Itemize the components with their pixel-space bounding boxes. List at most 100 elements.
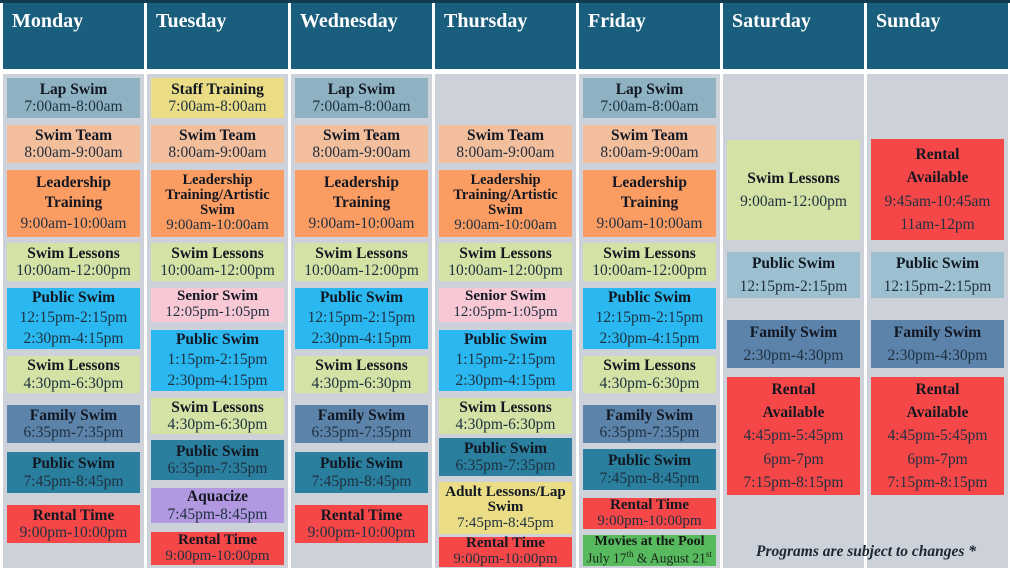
block-time: 2:30pm-4:15pm — [167, 371, 268, 389]
block-time: 9:00pm-10:00pm — [307, 524, 416, 541]
block-monday-lap-swim: Lap Swim 7:00am-8:00am — [7, 78, 140, 118]
day-column-thursday: Swim Team 8:00am-9:00am Leadership Train… — [435, 74, 576, 568]
day-column-tuesday: Staff Training 7:00am-8:00am Swim Team 8… — [147, 74, 288, 568]
block-time: 12:05pm-1:05pm — [453, 304, 558, 320]
block-time: 12:15pm-2:15pm — [883, 278, 992, 295]
day-header-tuesday: Tuesday — [147, 3, 288, 69]
block-title: Swim Team — [34, 126, 113, 144]
block-time: 9:00am-10:00am — [596, 214, 703, 232]
block-dates: July 17th & August 21st — [587, 549, 712, 566]
block-title: Swim Lessons — [603, 244, 696, 262]
block-time: 6pm-7pm — [907, 450, 968, 468]
block-title: Leadership Training/Artistic Swim — [165, 172, 270, 219]
block-title: Swim Team — [322, 126, 401, 144]
block-title: Rental — [771, 380, 816, 398]
block-title: Family Swim — [317, 406, 406, 424]
block-title: Family Swim — [605, 406, 694, 424]
block-title: Lap Swim — [39, 80, 108, 98]
block-time: 2:30pm-4:15pm — [311, 329, 412, 347]
block-wednesday-swim-lessons-pm: Swim Lessons 4:30pm-6:30pm — [295, 356, 428, 393]
block-title: Movies at the Pool — [594, 534, 705, 550]
block-wednesday-public-swim-midday: Public Swim 12:15pm-2:15pm 2:30pm-4:15pm — [295, 288, 428, 349]
block-title: Public Swim — [607, 452, 692, 470]
block-title: Swim Lessons — [27, 357, 120, 375]
block-time: 1:15pm-2:15pm — [167, 351, 268, 369]
block-time: 9:00pm-10:00pm — [165, 547, 270, 564]
block-title: Senior Swim — [465, 288, 546, 305]
block-friday-public-swim-midday: Public Swim 12:15pm-2:15pm 2:30pm-4:15pm — [583, 288, 716, 349]
block-friday-swim-lessons-pm: Swim Lessons 4:30pm-6:30pm — [583, 356, 716, 393]
block-time: 9:00am-12:00pm — [740, 193, 847, 210]
block-monday-swim-team: Swim Team 8:00am-9:00am — [7, 125, 140, 163]
block-title: Available — [906, 404, 969, 422]
block-tuesday-swim-lessons-am: Swim Lessons 10:00am-12:00pm — [151, 243, 284, 281]
block-title: Rental Time — [32, 506, 115, 524]
block-time: 7:00am-8:00am — [600, 98, 699, 115]
block-monday-public-swim-evening: Public Swim 7:45pm-8:45pm — [7, 452, 140, 493]
block-time: 9:00am-10:00am — [308, 214, 415, 232]
block-title: Staff Training — [171, 80, 264, 98]
block-thursday-swim-team: Swim Team 8:00am-9:00am — [439, 125, 572, 163]
block-title: Senior Swim — [177, 288, 258, 305]
block-time: 2:30pm-4:15pm — [23, 329, 124, 347]
block-time: 11am-12pm — [900, 215, 975, 233]
day-header-friday: Friday — [579, 3, 720, 69]
day-header-saturday: Saturday — [723, 3, 864, 69]
block-title: Family Swim — [29, 406, 118, 424]
top-border — [0, 0, 1010, 3]
block-title: Public Swim — [175, 330, 260, 348]
block-time: 9:00am-10:00am — [454, 217, 557, 234]
block-saturday-swim-lessons: Swim Lessons 9:00am-12:00pm — [727, 140, 860, 240]
block-tuesday-aquacize: Aquacize 7:45pm-8:45pm — [151, 488, 284, 523]
block-time: 6:35pm-7:35pm — [311, 424, 412, 441]
schedule-body: Lap Swim 7:00am-8:00am Swim Team 8:00am-… — [0, 69, 1010, 568]
block-title: Public Swim — [31, 455, 116, 473]
block-monday-leadership-training: Leadership Training 9:00am-10:00am — [7, 170, 140, 237]
block-title: Swim Lessons — [747, 169, 840, 187]
block-friday-lap-swim: Lap Swim 7:00am-8:00am — [583, 78, 716, 118]
block-tuesday-public-swim-evening: Public Swim 6:35pm-7:35pm — [151, 440, 284, 480]
block-time: 7:45pm-8:45pm — [167, 505, 268, 523]
block-thursday-adult-lessons-lap-swim: Adult Lessons/Lap Swim 7:45pm-8:45pm — [439, 482, 572, 534]
block-tuesday-swim-lessons-pm: Swim Lessons 4:30pm-6:30pm — [151, 398, 284, 434]
block-time: 7:45pm-8:45pm — [457, 514, 554, 531]
block-time: 8:00am-9:00am — [312, 144, 411, 161]
block-title: Public Swim — [895, 254, 980, 272]
block-title: Public Swim — [31, 288, 116, 306]
block-tuesday-swim-team: Swim Team 8:00am-9:00am — [151, 125, 284, 163]
block-title: Rental Time — [609, 496, 690, 513]
block-wednesday-lap-swim: Lap Swim 7:00am-8:00am — [295, 78, 428, 118]
block-tuesday-rental-time: Rental Time 9:00pm-10:00pm — [151, 532, 284, 565]
block-time: 4:30pm-6:30pm — [599, 374, 700, 392]
block-time: 2:30pm-4:30pm — [887, 347, 988, 364]
block-time: 4:30pm-6:30pm — [455, 416, 556, 433]
day-column-friday: Lap Swim 7:00am-8:00am Swim Team 8:00am-… — [579, 74, 720, 568]
block-time: 8:00am-9:00am — [456, 144, 555, 161]
block-time: 12:15pm-2:15pm — [19, 309, 128, 327]
block-friday-movies-at-the-pool: Movies at the Pool July 17th & August 21… — [583, 535, 716, 566]
block-title: Public Swim — [463, 330, 548, 348]
block-title: Leadership Training — [324, 173, 399, 212]
block-title: Rental Time — [465, 535, 546, 552]
block-title: Swim Team — [610, 126, 689, 144]
block-title: Rental — [915, 146, 960, 163]
block-time: 7:15pm-8:15pm — [887, 473, 988, 491]
block-friday-leadership-training: Leadership Training 9:00am-10:00am — [583, 170, 716, 237]
block-monday-family-swim: Family Swim 6:35pm-7:35pm — [7, 405, 140, 443]
block-monday-swim-lessons-am: Swim Lessons 10:00am-12:00pm — [7, 243, 140, 281]
block-time: 4:45pm-5:45pm — [887, 427, 988, 445]
block-time: 7:00am-8:00am — [312, 98, 411, 115]
block-time: 12:15pm-2:15pm — [595, 309, 704, 327]
block-time: 4:45pm-5:45pm — [743, 427, 844, 445]
block-title: Rental Time — [320, 506, 403, 524]
block-friday-public-swim-evening: Public Swim 7:45pm-8:45pm — [583, 449, 716, 490]
block-time: 6pm-7pm — [763, 450, 824, 468]
block-time: 6:35pm-7:35pm — [455, 457, 556, 474]
footer-note: Programs are subject to changes * — [755, 543, 977, 560]
block-time: 7:15pm-8:15pm — [743, 473, 844, 491]
block-title: Swim Lessons — [315, 357, 408, 375]
day-column-monday: Lap Swim 7:00am-8:00am Swim Team 8:00am-… — [3, 74, 144, 568]
block-time: 9:00am-10:00am — [166, 217, 269, 234]
block-time: 8:00am-9:00am — [600, 144, 699, 161]
